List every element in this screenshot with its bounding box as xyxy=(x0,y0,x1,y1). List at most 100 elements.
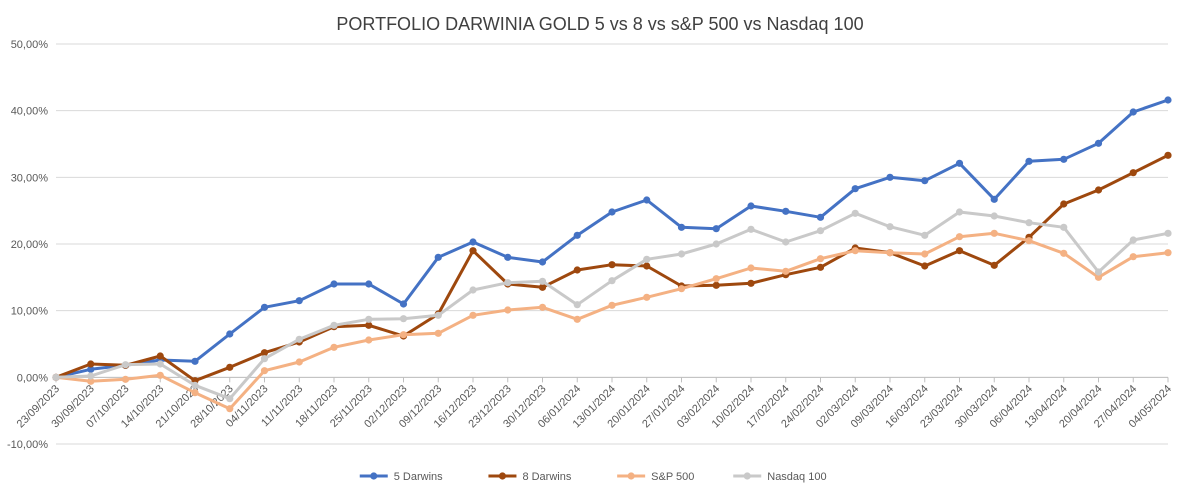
data-point xyxy=(87,365,95,373)
data-point xyxy=(260,367,269,375)
data-point xyxy=(226,405,234,413)
data-point xyxy=(1129,169,1137,177)
legend-swatch-marker xyxy=(743,472,751,480)
data-point xyxy=(469,238,477,246)
data-point xyxy=(886,223,894,231)
legend-label: Nasdaq 100 xyxy=(767,471,826,483)
data-point xyxy=(87,377,95,385)
data-point xyxy=(469,311,477,319)
data-point xyxy=(608,208,616,216)
data-point xyxy=(643,196,651,204)
y-tick-label: 0,00% xyxy=(17,372,48,384)
data-point xyxy=(677,223,686,231)
y-tick-label: 30,00% xyxy=(11,172,49,184)
data-point xyxy=(1025,219,1033,227)
legend-item: 5 Darwins xyxy=(359,471,443,483)
data-point xyxy=(573,301,581,309)
data-point xyxy=(1060,155,1068,163)
data-point xyxy=(816,213,825,221)
data-point xyxy=(955,233,964,241)
data-point xyxy=(1060,200,1068,208)
data-point xyxy=(955,208,964,216)
data-point xyxy=(226,330,234,338)
data-point xyxy=(712,281,720,289)
data-point xyxy=(990,212,998,220)
data-point xyxy=(851,247,859,255)
data-point xyxy=(295,297,303,305)
series-5-darwins xyxy=(52,96,1172,381)
y-tick-label: 20,00% xyxy=(11,239,49,251)
data-point xyxy=(1025,237,1033,245)
data-point xyxy=(156,371,164,379)
data-point xyxy=(191,357,199,365)
data-point xyxy=(747,225,755,233)
data-point xyxy=(399,331,408,339)
data-point xyxy=(1129,253,1137,261)
data-point xyxy=(156,352,164,360)
data-point xyxy=(851,185,859,193)
data-point xyxy=(434,311,442,319)
data-point xyxy=(52,373,60,381)
data-point xyxy=(921,231,929,239)
data-point xyxy=(747,279,755,287)
legend-swatch-marker xyxy=(370,472,378,480)
data-point xyxy=(643,255,651,263)
data-point xyxy=(399,300,408,308)
legend-swatch-marker xyxy=(627,472,635,480)
data-point xyxy=(121,375,130,383)
data-point xyxy=(921,262,929,270)
data-point xyxy=(191,381,199,389)
data-point xyxy=(1129,108,1137,116)
data-point xyxy=(1060,249,1068,257)
data-point xyxy=(434,253,442,261)
data-point xyxy=(434,329,442,337)
series-s-p-500 xyxy=(52,229,1172,413)
data-point xyxy=(816,227,825,235)
data-point xyxy=(747,264,755,272)
series-nasdaq-100 xyxy=(52,208,1172,403)
data-point xyxy=(538,303,547,311)
data-point xyxy=(469,247,477,255)
legend-label: S&P 500 xyxy=(651,471,694,483)
legend-swatch-marker xyxy=(498,472,507,480)
data-point xyxy=(747,202,755,210)
data-point xyxy=(782,238,790,246)
legend-item: 8 Darwins xyxy=(488,471,572,483)
data-point xyxy=(1129,236,1137,244)
data-point xyxy=(295,335,303,343)
data-point xyxy=(504,279,512,287)
data-point xyxy=(955,159,964,167)
data-point xyxy=(573,315,581,323)
data-point xyxy=(1094,186,1103,194)
data-point xyxy=(538,258,547,266)
chart-title: PORTFOLIO DARWINIA GOLD 5 vs 8 vs s&P 50… xyxy=(336,14,863,34)
data-point xyxy=(1094,273,1103,281)
data-point xyxy=(365,336,373,344)
data-point xyxy=(782,267,790,275)
data-point xyxy=(538,283,547,291)
data-point xyxy=(226,395,234,403)
legend-label: 5 Darwins xyxy=(394,471,443,483)
data-point xyxy=(87,372,95,380)
data-point xyxy=(816,255,825,263)
data-point xyxy=(260,355,269,363)
data-point xyxy=(677,250,686,258)
data-point xyxy=(886,249,894,257)
data-point xyxy=(87,360,95,368)
data-point xyxy=(712,240,720,248)
data-point xyxy=(191,389,199,397)
series-lines xyxy=(52,96,1172,413)
data-point xyxy=(1094,139,1103,147)
data-point xyxy=(330,321,338,329)
data-point xyxy=(469,286,477,294)
y-tick-label: 40,00% xyxy=(11,106,49,118)
data-point xyxy=(156,360,164,368)
data-point xyxy=(712,225,720,233)
data-point xyxy=(886,173,894,181)
data-point xyxy=(677,285,686,293)
y-tick-label: 50,00% xyxy=(11,39,49,51)
data-point xyxy=(1164,96,1172,104)
